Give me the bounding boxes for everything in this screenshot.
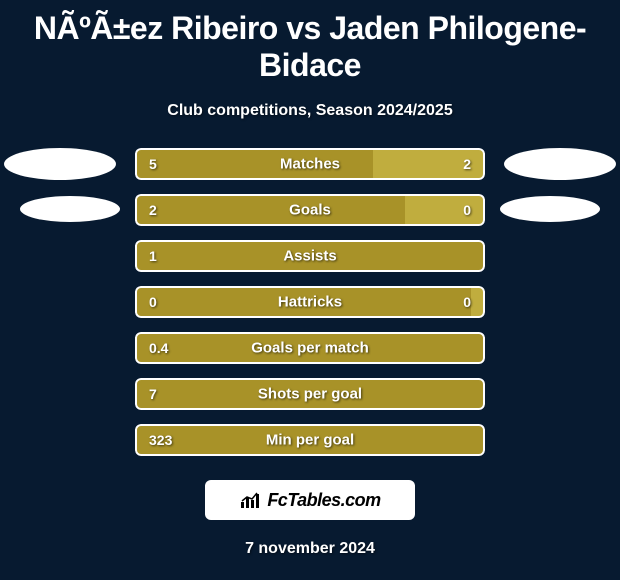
player-left-oval-1 — [4, 148, 116, 180]
stat-value-left: 5 — [149, 156, 157, 172]
stat-label: Goals — [289, 202, 331, 219]
logo-text: FcTables.com — [267, 490, 380, 511]
stat-value-left: 1 — [149, 248, 157, 264]
stat-row: 0.4 Goals per match — [135, 332, 485, 364]
stat-bars-container: 5 2 Matches 2 0 Goals 1 Assists 0 0 Hattricks 0.4 Go… — [135, 148, 485, 456]
player-right-oval-2 — [500, 196, 600, 222]
stat-bar-left — [135, 194, 405, 226]
stat-bar-right — [471, 286, 485, 318]
stat-row: 323 Min per goal — [135, 424, 485, 456]
stat-value-left: 0.4 — [149, 340, 168, 356]
stat-bar-right — [405, 194, 486, 226]
stat-row: 7 Shots per goal — [135, 378, 485, 410]
stat-value-left: 0 — [149, 294, 157, 310]
stat-row: 1 Assists — [135, 240, 485, 272]
stat-value-left: 7 — [149, 386, 157, 402]
stat-label: Shots per goal — [258, 386, 362, 403]
stat-label: Assists — [283, 248, 336, 265]
stat-value-left: 2 — [149, 202, 157, 218]
logo-box: FcTables.com — [205, 480, 415, 520]
stat-row: 2 0 Goals — [135, 194, 485, 226]
stat-label: Goals per match — [251, 340, 369, 357]
stat-value-right: 0 — [463, 294, 471, 310]
chart-icon — [239, 490, 263, 510]
player-left-oval-2 — [20, 196, 120, 222]
date-label: 7 november 2024 — [0, 540, 620, 558]
stat-row: 0 0 Hattricks — [135, 286, 485, 318]
page-title: NÃºÃ±ez Ribeiro vs Jaden Philogene-Bidac… — [0, 0, 620, 84]
stat-label: Hattricks — [278, 294, 342, 311]
stats-area: 5 2 Matches 2 0 Goals 1 Assists 0 0 Hattricks 0.4 Go… — [0, 148, 620, 456]
player-right-oval-1 — [504, 148, 616, 180]
stat-row: 5 2 Matches — [135, 148, 485, 180]
stat-label: Min per goal — [266, 432, 354, 449]
stat-value-left: 323 — [149, 432, 172, 448]
stat-value-right: 2 — [463, 156, 471, 172]
stat-label: Matches — [280, 156, 340, 173]
stat-value-right: 0 — [463, 202, 471, 218]
subtitle: Club competitions, Season 2024/2025 — [0, 102, 620, 120]
